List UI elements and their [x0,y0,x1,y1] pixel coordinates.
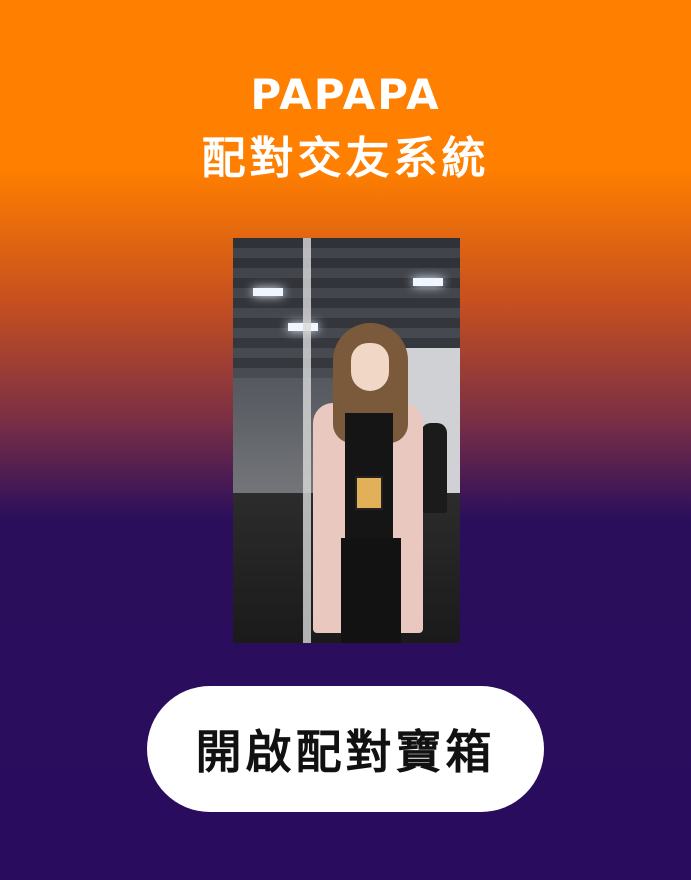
photo-pillar [303,238,311,643]
open-match-box-button[interactable]: 開啟配對寶箱 [147,686,544,812]
app-title: PAPAPA [250,70,441,119]
photo-light [253,288,283,296]
app-subtitle: 配對交友系統 [201,133,490,184]
photo-person-pants [341,538,401,643]
photo-light [413,278,443,286]
photo-person-badge [355,476,383,510]
photo-person-face [351,343,389,391]
profile-photo [233,238,460,643]
photo-background-person [421,423,447,513]
